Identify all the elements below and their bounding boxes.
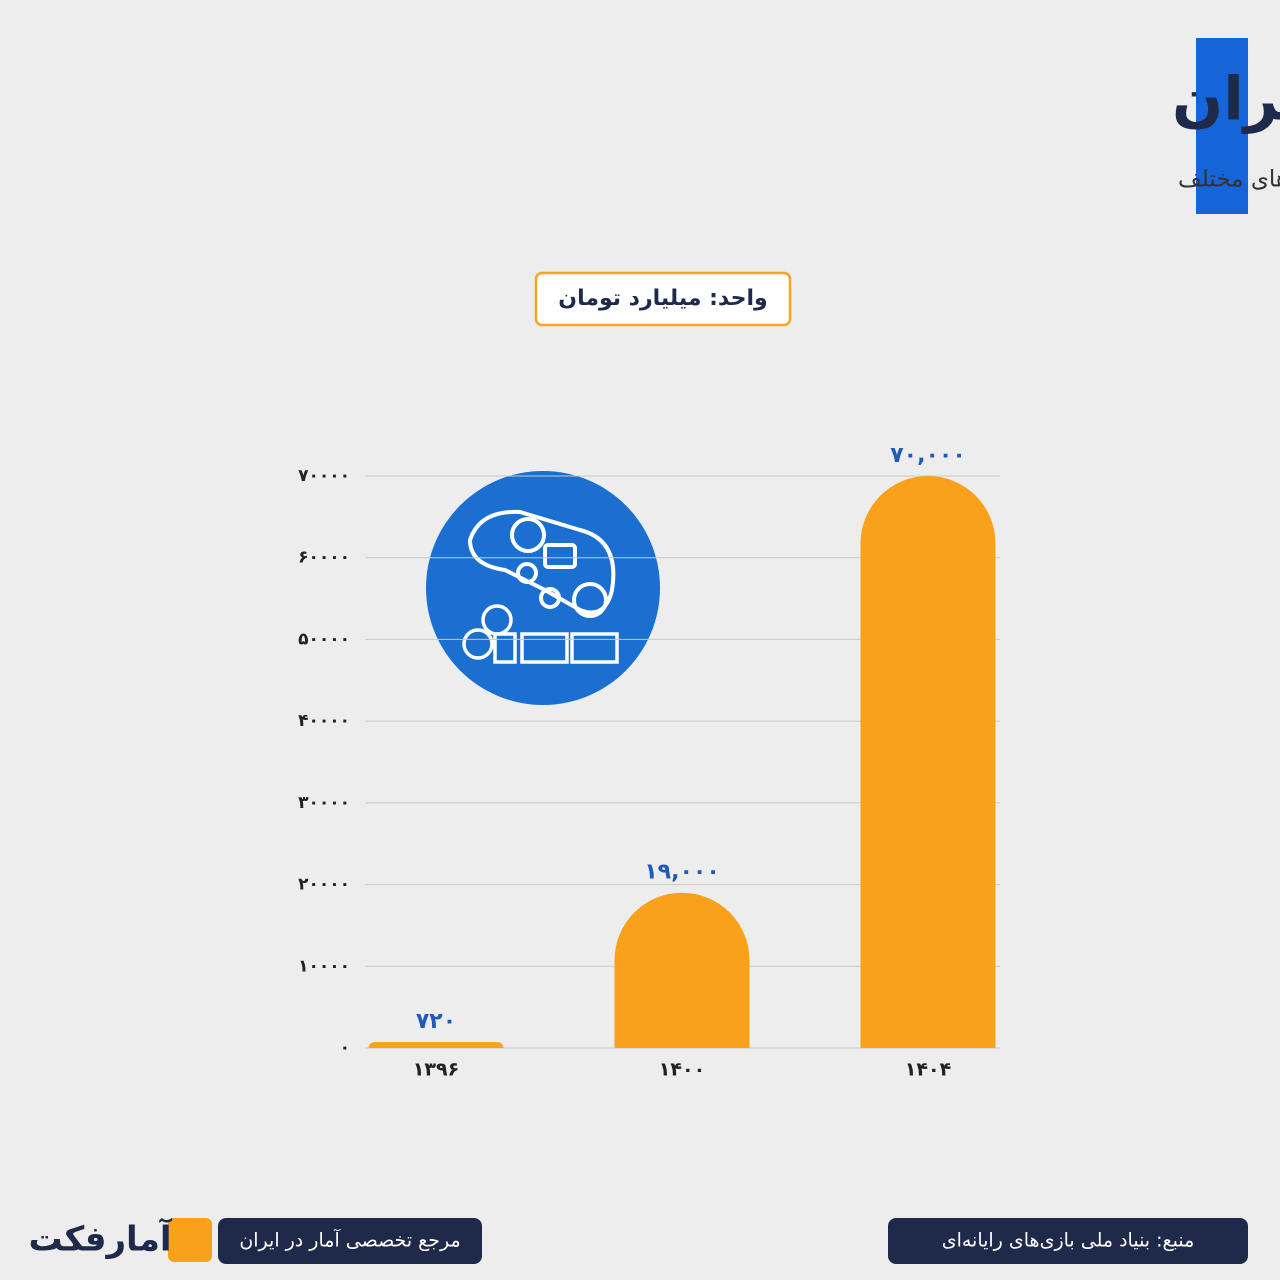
- y-tick-label: ۵۰۰۰۰: [298, 629, 350, 649]
- y-tick-label: ۶۰۰۰۰: [298, 548, 350, 568]
- y-tick-label: ۰: [340, 1038, 350, 1058]
- unit-box: [534, 271, 792, 327]
- gamepad: [467, 509, 616, 618]
- accent-bar: [1196, 38, 1248, 214]
- y-tick-label: ۷۰۰۰۰: [298, 466, 350, 486]
- bar: [368, 1042, 504, 1048]
- tagline: مرجع تخصصی آمار در ایران: [239, 1228, 460, 1252]
- x-tick-label: ۱۴۰۴: [905, 1059, 951, 1081]
- bar: [860, 476, 996, 1048]
- chart-subtitle: میزان گردش مالی صنعت بازی‌های رایانه ای …: [1178, 166, 1280, 193]
- bar: [614, 892, 750, 1048]
- value-label: ۷۲۰: [416, 1009, 456, 1034]
- value-label: ۷۰,۰۰۰: [890, 443, 966, 468]
- source: منبع: بنیاد ملی بازی‌های رایانه‌ای: [942, 1230, 1195, 1252]
- value-label: ۱۹,۰۰۰: [644, 860, 720, 885]
- y-tick-label: ۱۰۰۰۰: [298, 956, 350, 976]
- source-box: [888, 1218, 1248, 1264]
- icon: [426, 471, 660, 705]
- tagline-box: [218, 1218, 482, 1264]
- y-tick-label: ۲۰۰۰۰: [298, 875, 350, 895]
- x-tick-label: ۱۳۹۶: [413, 1059, 459, 1081]
- brand: آمارفکت: [28, 1218, 172, 1260]
- y-tick-label: ۳۰۰۰۰: [298, 793, 350, 813]
- y-tick-label: ۴۰۰۰۰: [298, 711, 350, 731]
- x-tick-label: ۱۴۰۰: [659, 1059, 705, 1081]
- logo-mark: [168, 1218, 212, 1262]
- unit-label: واحد: میلیارد تومان: [558, 286, 767, 311]
- coins: [462, 604, 619, 664]
- chart-title: گردش مالی صنعت بازی در ایران: [1172, 65, 1280, 135]
- plot: ۰ ۱۰۰۰۰ ۲۰۰۰۰ ۳۰۰۰۰ ۴۰۰۰۰ ۵۰۰۰۰ ۶۰۰۰۰ ۷۰۰۰۰ ۱۳۹۶…: [298, 443, 1000, 1081]
